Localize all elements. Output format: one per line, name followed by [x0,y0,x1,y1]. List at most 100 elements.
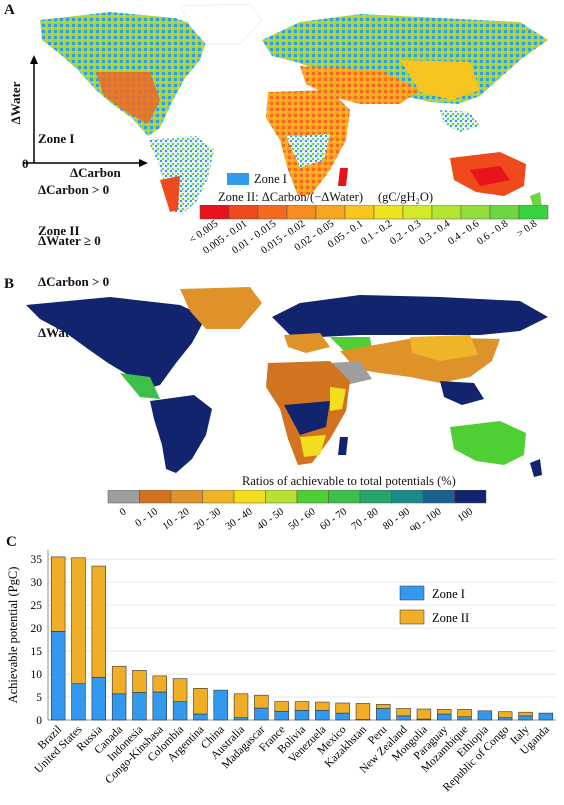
water-axis-label: ΔWater [8,81,23,125]
bar-zone-i [254,707,269,721]
ratio-legend-title: Ratios of achievable to total potentials… [242,474,456,488]
panel-label-c: C [6,534,17,550]
ratio-legend-swatch [139,490,172,504]
ratio-legend-swatch [328,490,361,504]
zone2-legend-swatch [402,205,433,220]
bar-zone-ii [50,556,66,632]
zone2-legend-swatch [518,205,549,220]
carbon-axis-label: ΔCarbon [70,165,121,180]
y-axis-label: Achievable potential (PgC) [6,567,20,704]
bar-zone-i [233,717,249,721]
ratio-legend-swatch [454,490,487,504]
ratio-legend-swatch [170,490,203,504]
ratio-legend-label: 0 - 10 [134,506,160,529]
bar-zone-i [457,716,472,721]
zone-axes [24,55,148,167]
legend-label: Zone I [432,587,465,601]
bar-zone-i [538,712,554,721]
map-south-america [148,136,214,214]
legend-swatch [399,609,425,625]
zone2-legend-swatch [257,205,288,220]
bar-zone-ii [518,711,533,717]
zone2-legend-label: 0.1 - 0.2 [359,218,394,247]
y-tick-label: 0 [36,715,42,727]
bar-zone-ii [193,687,208,715]
bar-zone-ii [91,565,107,678]
bar-zone-i [376,708,391,721]
y-tick-label: 20 [31,623,43,635]
ratio-legend-label: 20 - 30 [192,506,223,530]
ratio-legend-swatch [359,490,392,504]
ratio-legend-label: 40 - 50 [255,506,286,530]
zone2-legend-unit: (gC/gH₂O) [378,190,434,204]
ratio-legend-label: 10 - 20 [161,506,192,530]
bar-zone-ii [315,701,330,711]
bar-zone-ii [111,665,127,695]
ratio-legend-swatch [202,490,235,504]
bar-zone-ii [497,711,513,719]
legend-swatch [399,585,425,601]
bar-zone-i [213,689,228,721]
bar-zone-ii [376,704,391,709]
bar-zone-ii [254,694,269,709]
bar-zone-ii [355,703,371,720]
bar-zone-i [172,701,188,721]
bar-zone-i [152,691,167,721]
zone2-legend-swatch [315,205,346,220]
y-tick-label: 5 [36,692,42,704]
bar-zone-i [193,713,208,721]
zone2-legend-swatch [431,205,462,220]
ratio-legend-label: 0 [118,506,129,518]
zone2-legend-swatch [286,205,317,220]
bar-zone-i [50,631,66,721]
bar-zone-i [315,710,330,721]
zone2-legend-swatch [228,205,259,220]
ratio-legend-label: 50 - 60 [287,506,318,530]
ratio-legend-label: 90 - 100 [408,506,443,530]
bar-zone-ii [437,709,452,715]
axis-origin: 0 [22,156,29,171]
bar-zone-ii [416,708,432,720]
bar-zone-i [335,712,350,721]
bar-zone-ii [152,675,167,693]
ratio-legend-swatch [422,490,455,504]
zone1-legend-label: Zone I [254,172,287,186]
y-tick-label: 30 [31,577,43,589]
y-tick-label: 35 [31,554,43,566]
bar-zone-i [111,693,127,721]
bar-zone-ii [294,701,310,711]
zone2-legend-label: 0.2 - 0.3 [388,218,423,247]
bar-zone-ii [335,702,350,714]
achievable-potential-chart: 0 5 10 15 20 25 30 35 Achievable potential (PgC)… [6,550,556,794]
y-tick-label: 25 [31,600,43,612]
bar-zone-ii [172,678,188,702]
y-tick-label: 15 [31,646,43,658]
bar-zone-i [294,710,310,721]
zone-ratio-map [40,3,548,214]
bar-zone-i [477,710,493,721]
ratio-legend-swatch [296,490,329,504]
bar-zone-ii [132,670,147,693]
ratio-legend-label: 30 - 40 [224,506,255,530]
zone2-legend-swatch [344,205,375,220]
bar-zone-i [71,683,86,721]
zone1-description: Zone I ΔCarbon > 0 ΔWater ≥ 0 [38,131,110,248]
ratio-legend-swatch [233,490,266,504]
zone2-legend-swatch [373,205,404,220]
zone2-legend-swatch [489,205,520,220]
zone2-legend-title: Zone II: ΔCarbon/(−ΔWater) [218,190,363,204]
zone2-legend-swatch [199,205,230,220]
bar-zone-ii [396,708,411,717]
zone1-legend-swatch [227,173,249,185]
y-tick-label: 10 [31,669,43,681]
zone2-legend-swatch [460,205,491,220]
ratio-legend-swatch [107,490,140,504]
zone2-legend-label: 0.3 - 0.4 [417,218,453,248]
zone2-legend-label: 0.6 - 0.8 [475,218,510,247]
bar-zone-i [396,715,411,721]
ratio-legend-label: 60 - 70 [318,506,349,530]
ratio-legend-swatch [391,490,424,504]
panel-label-a: A [4,2,15,18]
bar-zone-ii [71,557,86,685]
bar-zone-ii [457,709,472,718]
